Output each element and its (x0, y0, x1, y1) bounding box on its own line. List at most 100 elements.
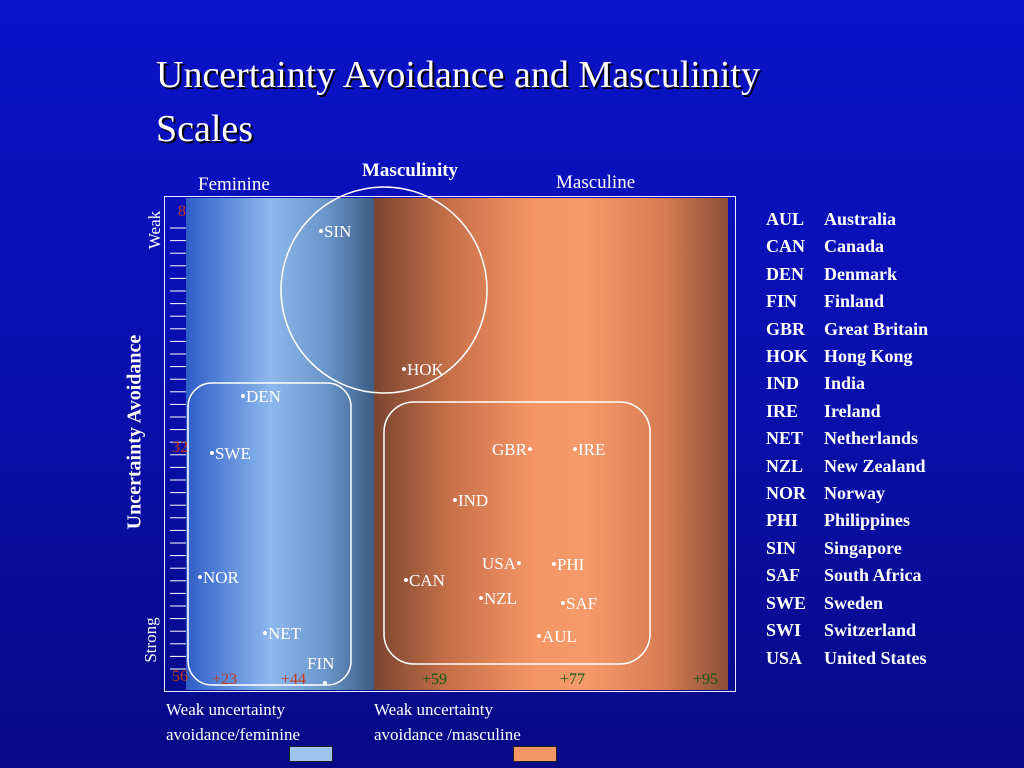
caption-weak-masculine: Weak uncertainty avoidance /masculine (374, 697, 521, 747)
legend-row: SAF South Africa (766, 562, 928, 589)
legend-country-name: Netherlands (824, 428, 918, 449)
legend-country-name: Denmark (824, 263, 897, 284)
legend-code: NET (766, 428, 804, 449)
legend-country-name: United States (824, 647, 927, 668)
data-point-label: GBR• (492, 440, 533, 459)
legend-country-name: Switzerland (824, 620, 916, 641)
data-point-label: •SAF (560, 594, 598, 613)
data-point-label: •HOK (401, 360, 444, 379)
country-legend: AUL Australia CAN Canada DEN Denmark FIN Finlan… (766, 206, 928, 672)
title-line-2: Scales (156, 108, 254, 150)
feminine-cluster-box (187, 382, 352, 686)
caption-left-line-1: Weak uncertainty (166, 700, 285, 719)
legend-country-name: New Zealand (824, 455, 926, 476)
data-point-label: USA• (482, 554, 522, 573)
legend-code: AUL (766, 209, 805, 229)
data-point-label: •IND (452, 491, 489, 510)
legend-code: DEN (766, 263, 805, 284)
x-tick-label: +59 (422, 671, 448, 688)
data-point-label: •DEN (240, 387, 281, 406)
y-tick-label: 8 (178, 203, 186, 220)
caption-weak-feminine: Weak uncertainty avoidance/feminine (166, 697, 300, 747)
x-label-masculine: Masculine (556, 172, 636, 193)
data-point-label: •NOR (197, 568, 239, 587)
masculine-color-swatch (513, 746, 557, 762)
legend-code: FIN (766, 291, 797, 312)
legend-country-name: Hong Kong (824, 346, 913, 367)
legend-code: PHI (766, 510, 799, 531)
legend-row: AUL Australia (766, 206, 928, 233)
data-point-label: •SIN (318, 222, 352, 241)
legend-code: SWI (766, 620, 802, 641)
slide-title: Uncertainty Avoidance and Masculinity Sc… (156, 48, 916, 156)
caption-right-line-1: Weak uncertainty (374, 700, 493, 719)
legend-country-name: Australia (824, 209, 896, 229)
legend-row: PHI Philippines (766, 507, 928, 534)
legend-country-name: Ireland (824, 400, 881, 421)
fin-dot-marker: • (322, 674, 328, 693)
caption-left-line-2: avoidance/feminine (166, 725, 301, 744)
legend-code: SWE (766, 592, 807, 613)
title-line-1: Uncertainty Avoidance and Masculinity (156, 54, 760, 96)
legend-code: SIN (766, 537, 797, 558)
x-tick-label: +95 (693, 671, 719, 688)
legend-code: IRE (766, 400, 799, 421)
legend-row: CAN Canada (766, 233, 928, 260)
data-point-label: •AUL (536, 627, 577, 646)
masculine-region (374, 198, 728, 690)
legend-row: HOK Hong Kong (766, 343, 928, 370)
masculine-cluster-box (383, 401, 651, 665)
y-tick-label: 56 (172, 668, 188, 685)
legend-row: SWE Sweden (766, 590, 928, 617)
x-tick-label: +77 (560, 671, 586, 688)
legend-row: FIN Finland (766, 288, 928, 315)
data-point-label: •NZL (478, 589, 517, 608)
plot-frame (164, 196, 736, 692)
data-point-label: FIN (307, 654, 335, 673)
data-point-label: •IRE (572, 440, 606, 459)
legend-country-name: Finland (824, 291, 885, 312)
legend-country-name: Sweden (824, 592, 884, 613)
legend-row: NZL New Zealand (766, 453, 928, 480)
legend-row: DEN Denmark (766, 261, 928, 288)
x-label-feminine: Feminine (198, 174, 270, 195)
legend-code: CAN (766, 236, 805, 257)
legend-code: NZL (766, 455, 804, 476)
legend-row: SIN Singapore (766, 535, 928, 562)
legend-row: NOR Norway (766, 480, 928, 507)
legend-row: IRE Ireland (766, 398, 928, 425)
data-point-label: •NET (262, 624, 301, 643)
legend-country-name: India (824, 373, 866, 394)
legend-row: IND India (766, 370, 928, 397)
x-tick-label: +23 (212, 671, 238, 688)
x-tick-label: +44 (281, 671, 307, 688)
data-point-label: •SWE (209, 444, 251, 463)
data-point-label: •CAN (403, 571, 445, 590)
legend-country-name: Great Britain (824, 318, 929, 339)
caption-right-line-2: avoidance /masculine (374, 725, 521, 744)
feminine-color-swatch (289, 746, 333, 762)
legend-code: SAF (766, 565, 801, 586)
legend-country-name: Norway (824, 483, 885, 504)
legend-code: IND (766, 373, 800, 394)
singapore-cluster-circle (280, 186, 488, 394)
legend-row: NET Netherlands (766, 425, 928, 452)
legend-row: SWI Switzerland (766, 617, 928, 644)
legend-code: USA (766, 647, 803, 668)
chart-title: Masculinity (362, 160, 459, 181)
legend-row: GBR Great Britain (766, 316, 928, 343)
y-axis-ticks (170, 227, 186, 670)
feminine-region (186, 198, 374, 690)
data-point-label: •PHI (551, 555, 585, 574)
legend-code: GBR (766, 318, 806, 339)
y-tick-label: 32 (172, 439, 188, 456)
legend-country-name: Canada (824, 236, 885, 257)
legend-row: USA United States (766, 645, 928, 672)
legend-country-name: Singapore (824, 537, 902, 558)
legend-country-name: South Africa (824, 565, 922, 586)
legend-country-name: Philippines (824, 510, 911, 531)
legend-code: NOR (766, 483, 806, 504)
